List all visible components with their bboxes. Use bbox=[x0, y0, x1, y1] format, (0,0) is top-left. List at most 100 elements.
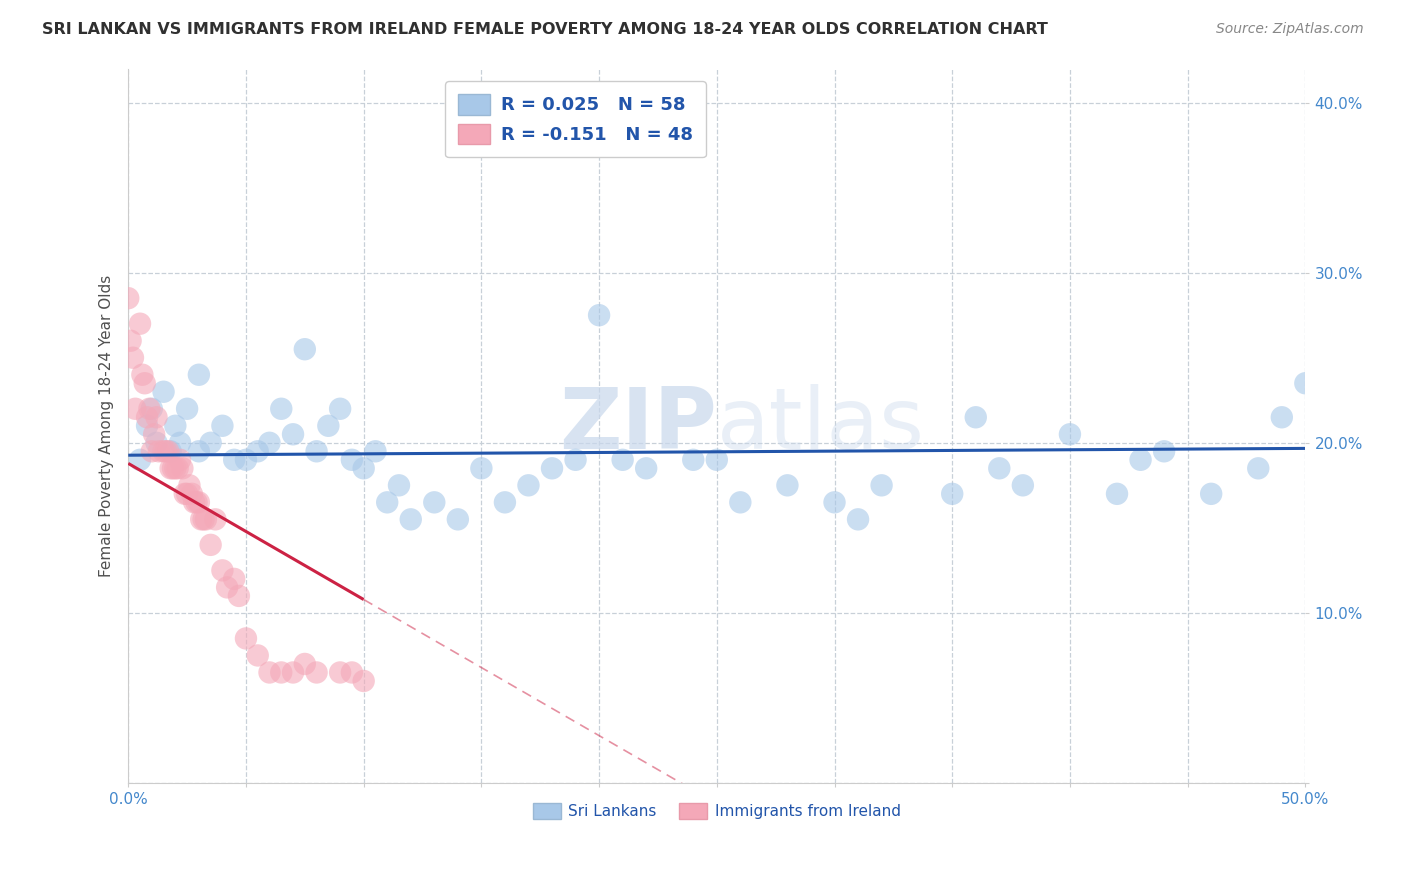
Point bbox=[364, 444, 387, 458]
Point bbox=[340, 452, 363, 467]
Point bbox=[145, 410, 167, 425]
Point bbox=[1247, 461, 1270, 475]
Point bbox=[494, 495, 516, 509]
Point bbox=[141, 444, 163, 458]
Point bbox=[169, 452, 191, 467]
Legend: Sri Lankans, Immigrants from Ireland: Sri Lankans, Immigrants from Ireland bbox=[527, 797, 907, 825]
Point bbox=[870, 478, 893, 492]
Point bbox=[270, 665, 292, 680]
Point bbox=[730, 495, 752, 509]
Point bbox=[134, 376, 156, 391]
Point bbox=[173, 487, 195, 501]
Point bbox=[138, 401, 160, 416]
Point bbox=[246, 444, 269, 458]
Point bbox=[193, 512, 215, 526]
Point bbox=[1105, 487, 1128, 501]
Point bbox=[152, 444, 174, 458]
Point bbox=[1011, 478, 1033, 492]
Point bbox=[200, 538, 222, 552]
Point bbox=[169, 435, 191, 450]
Point bbox=[340, 665, 363, 680]
Point bbox=[294, 657, 316, 671]
Point bbox=[447, 512, 470, 526]
Point bbox=[122, 351, 145, 365]
Point bbox=[305, 444, 328, 458]
Point bbox=[423, 495, 446, 509]
Point bbox=[988, 461, 1011, 475]
Point bbox=[187, 368, 209, 382]
Point bbox=[129, 452, 152, 467]
Point bbox=[141, 401, 163, 416]
Point bbox=[176, 401, 198, 416]
Point bbox=[165, 461, 187, 475]
Point bbox=[131, 368, 153, 382]
Point bbox=[318, 418, 340, 433]
Point bbox=[159, 444, 181, 458]
Point bbox=[246, 648, 269, 663]
Point bbox=[117, 291, 139, 305]
Point bbox=[965, 410, 987, 425]
Point bbox=[517, 478, 540, 492]
Point bbox=[294, 343, 316, 357]
Point bbox=[329, 401, 352, 416]
Point bbox=[200, 435, 222, 450]
Point bbox=[1059, 427, 1081, 442]
Point bbox=[941, 487, 963, 501]
Point bbox=[399, 512, 422, 526]
Point bbox=[204, 512, 226, 526]
Point bbox=[305, 665, 328, 680]
Point bbox=[1294, 376, 1316, 391]
Point bbox=[224, 452, 246, 467]
Point bbox=[152, 384, 174, 399]
Point bbox=[162, 461, 184, 475]
Point bbox=[259, 665, 281, 680]
Point bbox=[353, 461, 375, 475]
Point bbox=[194, 512, 217, 526]
Point bbox=[136, 418, 159, 433]
Point bbox=[187, 444, 209, 458]
Point bbox=[179, 478, 201, 492]
Point bbox=[375, 495, 398, 509]
Point bbox=[211, 563, 233, 577]
Text: Source: ZipAtlas.com: Source: ZipAtlas.com bbox=[1216, 22, 1364, 37]
Point bbox=[145, 435, 167, 450]
Point bbox=[470, 461, 492, 475]
Point bbox=[388, 478, 411, 492]
Point bbox=[180, 487, 202, 501]
Point bbox=[1129, 452, 1152, 467]
Point bbox=[176, 487, 198, 501]
Point bbox=[228, 589, 250, 603]
Point bbox=[588, 308, 610, 322]
Point bbox=[1199, 487, 1222, 501]
Point bbox=[281, 665, 304, 680]
Point bbox=[564, 452, 586, 467]
Point bbox=[211, 418, 233, 433]
Point bbox=[706, 452, 728, 467]
Point bbox=[124, 401, 146, 416]
Point bbox=[824, 495, 846, 509]
Point bbox=[259, 435, 281, 450]
Point bbox=[612, 452, 634, 467]
Point bbox=[776, 478, 799, 492]
Point bbox=[224, 572, 246, 586]
Point bbox=[129, 317, 152, 331]
Text: ZIP: ZIP bbox=[560, 384, 717, 467]
Point bbox=[165, 418, 187, 433]
Point bbox=[329, 665, 352, 680]
Point bbox=[148, 444, 170, 458]
Point bbox=[172, 461, 194, 475]
Point bbox=[166, 461, 188, 475]
Point bbox=[541, 461, 564, 475]
Point bbox=[281, 427, 304, 442]
Text: atlas: atlas bbox=[717, 384, 925, 467]
Point bbox=[159, 461, 181, 475]
Point bbox=[235, 632, 257, 646]
Point bbox=[120, 334, 142, 348]
Point bbox=[157, 444, 180, 458]
Point bbox=[186, 495, 208, 509]
Y-axis label: Female Poverty Among 18-24 Year Olds: Female Poverty Among 18-24 Year Olds bbox=[100, 275, 114, 577]
Point bbox=[183, 495, 205, 509]
Point bbox=[190, 512, 212, 526]
Point bbox=[235, 452, 257, 467]
Point bbox=[353, 673, 375, 688]
